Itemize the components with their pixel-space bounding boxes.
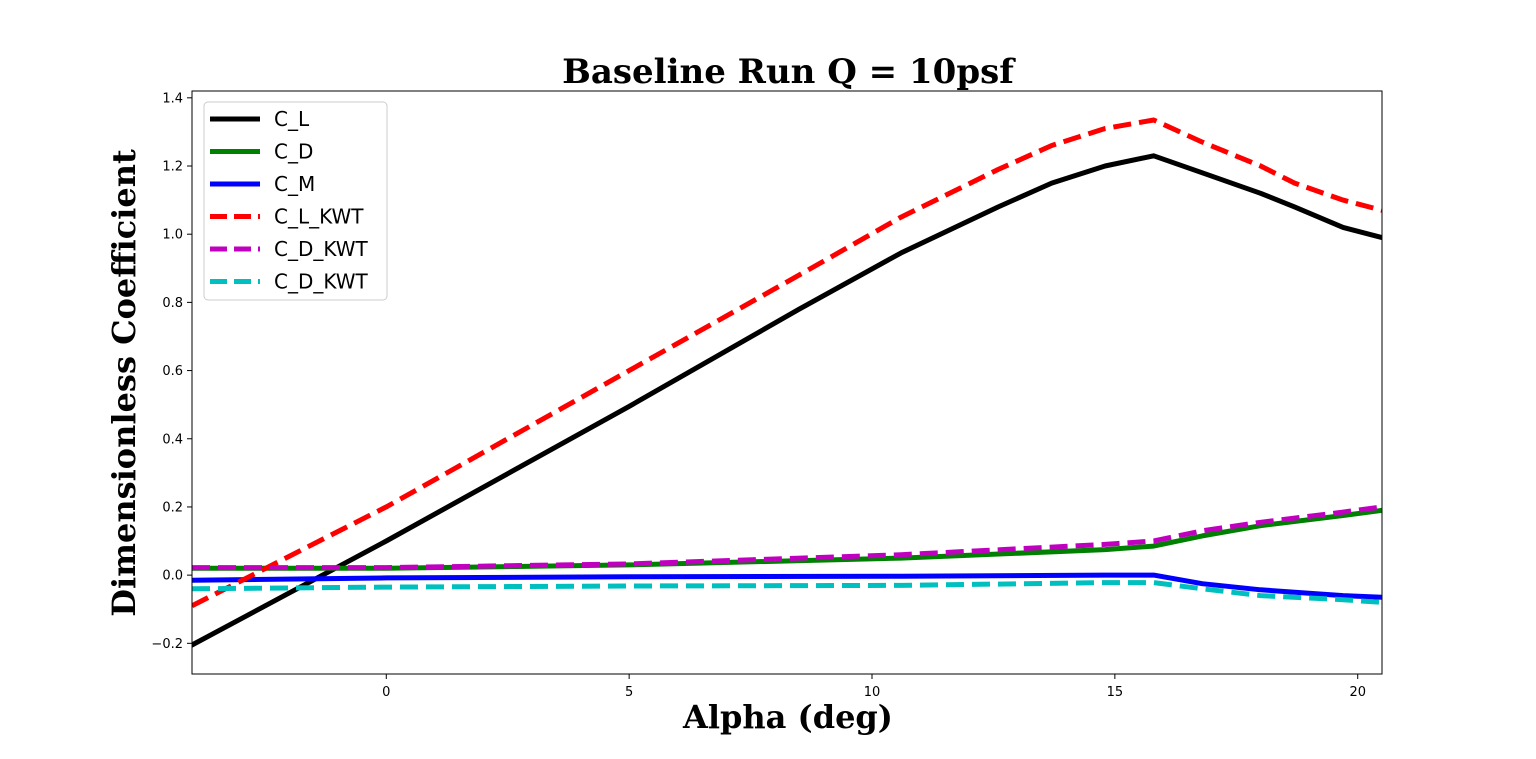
y-tick-label: −0.2 (151, 637, 183, 652)
y-tick-label: 1.2 (162, 160, 183, 175)
series-line-4 (192, 117, 1382, 609)
y-tick-label: 0.8 (162, 296, 183, 311)
x-axis-ticks: 0 5 10 15 20 (382, 674, 1366, 700)
y-tick-label: 0.0 (162, 569, 183, 584)
legend-label: C_D_KWT (274, 237, 369, 261)
legend: C_L C_D C_M C_L_KWT C_D_KWT C_D_KWT (203, 101, 388, 301)
legend-label: C_D (274, 140, 313, 164)
series-line-2 (192, 507, 1382, 571)
y-axis-ticks: −0.2 0.0 0.2 0.4 0.6 0.8 1.0 1.2 1.4 (151, 91, 192, 652)
x-tick-label: 15 (1107, 685, 1124, 700)
x-tick-label: 5 (625, 685, 633, 700)
legend-label: C_D_KWT (274, 270, 369, 294)
y-tick-label: 1.4 (162, 91, 183, 106)
plot-series-group (192, 117, 1382, 648)
legend-label: C_L (274, 107, 310, 131)
y-tick-label: 0.2 (162, 500, 183, 515)
x-tick-label: 20 (1349, 685, 1366, 700)
legend-label: C_L_KWT (274, 205, 364, 229)
y-axis-label: Dimensionless Coefficient (105, 149, 143, 617)
x-tick-label: 10 (864, 685, 881, 700)
y-tick-label: 0.4 (162, 432, 183, 447)
plot-frame (191, 90, 1383, 675)
x-axis-label: Alpha (deg) (682, 698, 893, 736)
series-line-1 (192, 153, 1382, 648)
x-tick-label: 0 (382, 685, 390, 700)
chart-title: Baseline Run Q = 10psf (562, 52, 1016, 92)
y-tick-label: 0.6 (162, 364, 183, 379)
y-tick-label: 1.0 (162, 228, 183, 243)
series-line-3 (192, 572, 1382, 600)
series-line-5 (192, 504, 1382, 571)
legend-label: C_M (274, 172, 315, 196)
series-line-6 (192, 580, 1382, 605)
